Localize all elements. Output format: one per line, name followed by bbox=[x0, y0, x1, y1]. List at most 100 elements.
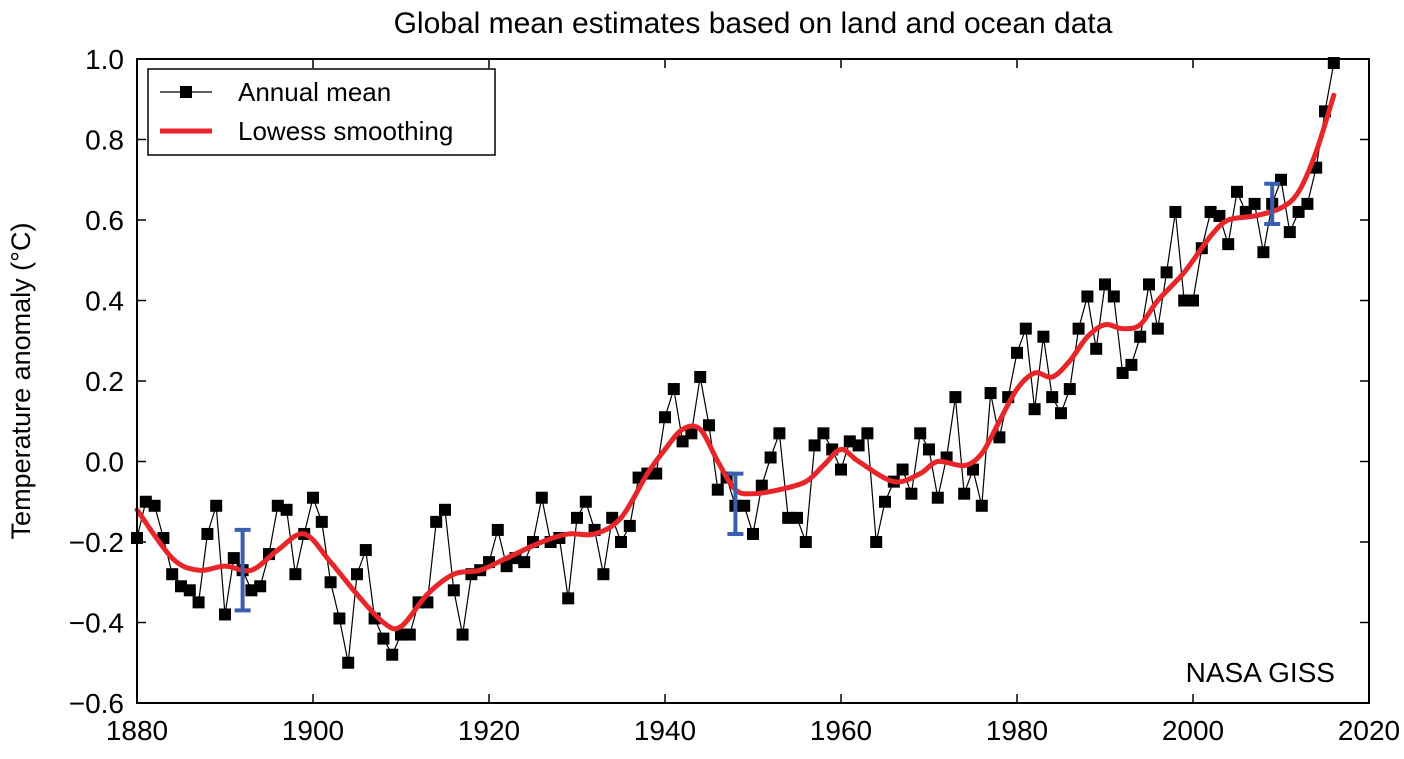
annual-mean-point bbox=[1028, 403, 1041, 416]
legend-smooth-label: Lowess smoothing bbox=[238, 116, 453, 146]
annual-mean-point bbox=[324, 576, 337, 589]
lowess-smoothing-line bbox=[134, 92, 1337, 632]
annual-mean-point bbox=[1011, 346, 1023, 359]
annual-mean-point bbox=[210, 499, 223, 512]
y-tick-label: 0.8 bbox=[85, 125, 124, 156]
annual-mean-point bbox=[535, 491, 548, 504]
annual-mean-point bbox=[1081, 290, 1094, 303]
annual-mean-point bbox=[403, 628, 416, 641]
x-tick-label: 1880 bbox=[106, 715, 168, 746]
y-tick-label: −0.6 bbox=[69, 688, 124, 719]
annual-mean-point bbox=[579, 495, 592, 508]
annual-mean-point bbox=[430, 515, 443, 528]
x-tick-label: 1920 bbox=[458, 715, 520, 746]
y-tick-label: 0.4 bbox=[85, 286, 124, 317]
annual-mean-point bbox=[667, 383, 680, 396]
annual-mean-point bbox=[1143, 278, 1155, 291]
annual-mean-point bbox=[1063, 383, 1076, 396]
annual-mean-point bbox=[1231, 185, 1243, 198]
y-tick-label: 1.0 bbox=[85, 44, 124, 75]
annual-mean-point bbox=[975, 499, 988, 512]
error-bar bbox=[234, 527, 251, 613]
y-tick-label: 0.0 bbox=[85, 447, 124, 478]
annual-mean-point bbox=[1169, 205, 1182, 218]
annual-mean-point bbox=[491, 523, 504, 536]
error-bar bbox=[1264, 181, 1281, 227]
annual-mean-point bbox=[685, 427, 698, 440]
annual-mean-point bbox=[219, 608, 231, 621]
annual-mean-point bbox=[342, 656, 355, 669]
y-axis-label: Temperature anomaly (°C) bbox=[6, 223, 36, 540]
annual-mean-point bbox=[289, 568, 302, 581]
annual-mean-point bbox=[1019, 322, 1032, 335]
y-tick-label: 0.6 bbox=[85, 205, 124, 236]
annual-mean-point bbox=[1160, 266, 1173, 279]
legend-annual-label: Annual mean bbox=[238, 77, 391, 107]
annual-mean-point bbox=[606, 511, 619, 524]
annual-mean-point bbox=[500, 560, 513, 573]
annual-mean-point bbox=[817, 427, 830, 440]
annual-mean-point bbox=[949, 391, 962, 404]
annual-mean-point bbox=[1222, 238, 1235, 251]
annual-mean-point bbox=[755, 479, 768, 492]
annual-mean-point bbox=[861, 427, 874, 440]
annual-mean-point bbox=[870, 536, 883, 548]
annual-mean-point bbox=[808, 439, 821, 452]
annual-mean-point bbox=[166, 568, 179, 581]
y-tick-label: −0.2 bbox=[69, 527, 124, 558]
annual-mean-point bbox=[439, 503, 451, 516]
annual-mean-point bbox=[201, 527, 214, 540]
annual-mean-point bbox=[1257, 246, 1270, 259]
annual-mean-point bbox=[650, 467, 663, 480]
x-tick-label: 2000 bbox=[1162, 715, 1224, 746]
annual-mean-point bbox=[747, 527, 759, 540]
annual-mean-point bbox=[1301, 197, 1314, 210]
y-tick-label: 0.2 bbox=[85, 366, 124, 397]
annual-mean-point bbox=[1187, 294, 1199, 307]
annual-mean-point bbox=[615, 536, 627, 548]
annual-mean-point bbox=[183, 584, 196, 597]
annual-mean-point bbox=[1327, 57, 1340, 70]
annual-mean-point bbox=[1151, 322, 1164, 335]
annual-mean-point bbox=[307, 491, 319, 504]
annual-mean-point bbox=[280, 503, 293, 516]
x-tick-label: 1900 bbox=[282, 715, 344, 746]
annual-mean-point bbox=[1099, 278, 1111, 291]
annual-mean-point bbox=[879, 495, 891, 508]
annual-mean-point bbox=[993, 431, 1006, 444]
annual-mean-point bbox=[359, 544, 372, 557]
annual-mean-point bbox=[1037, 330, 1050, 343]
annual-mean-point bbox=[958, 487, 971, 500]
annual-mean-point bbox=[659, 411, 671, 424]
annual-mean-point bbox=[1134, 330, 1147, 343]
y-tick-label: −0.4 bbox=[69, 608, 124, 639]
annual-mean-point bbox=[254, 580, 267, 593]
annual-mean-point bbox=[456, 628, 469, 641]
annual-mean-point bbox=[1090, 342, 1103, 355]
annual-mean-point bbox=[333, 612, 346, 625]
annual-mean-point bbox=[738, 499, 751, 512]
annual-mean-point bbox=[694, 370, 707, 383]
annual-mean-point bbox=[923, 443, 935, 456]
source-annotation: NASA GISS bbox=[1186, 657, 1335, 688]
plot-frame bbox=[136, 58, 1370, 704]
annual-mean-point bbox=[984, 387, 997, 400]
annual-mean-point bbox=[1248, 197, 1261, 210]
annual-mean-point bbox=[1046, 391, 1059, 404]
annual-mean-point bbox=[711, 483, 724, 496]
annual-mean-point bbox=[518, 556, 531, 569]
annual-mean-point bbox=[377, 632, 390, 645]
annual-mean-point bbox=[597, 568, 610, 581]
x-tick-label: 1980 bbox=[986, 715, 1048, 746]
annual-mean-point bbox=[914, 427, 927, 440]
chart-title: Global mean estimates based on land and … bbox=[394, 7, 1113, 40]
annual-mean-point bbox=[1107, 290, 1120, 303]
x-tick-label: 2020 bbox=[1338, 715, 1400, 746]
annual-mean-point bbox=[351, 568, 363, 581]
annual-mean-point bbox=[782, 511, 795, 524]
annual-mean-point bbox=[931, 491, 944, 504]
annual-mean-point bbox=[1072, 322, 1085, 335]
legend-annual-marker bbox=[180, 86, 192, 98]
annual-mean-point bbox=[1055, 407, 1067, 420]
